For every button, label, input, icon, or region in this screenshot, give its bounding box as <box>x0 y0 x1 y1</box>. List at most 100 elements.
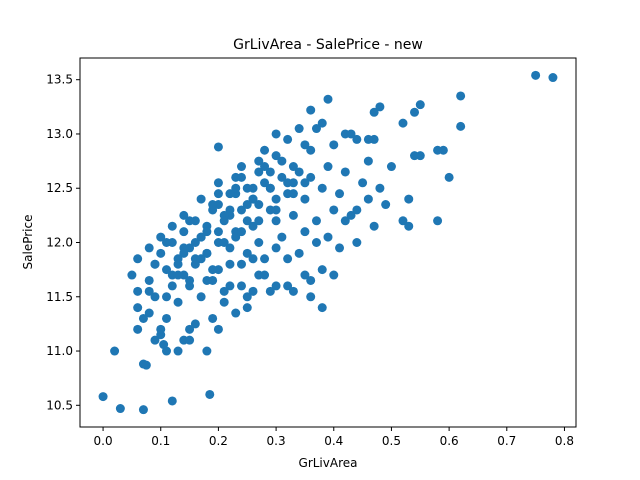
data-point <box>133 286 143 296</box>
data-point <box>260 178 270 188</box>
y-tick-label: 11.5 <box>46 290 73 304</box>
data-point <box>208 313 218 323</box>
x-tick-label: 0.6 <box>440 434 459 448</box>
data-point <box>288 286 298 296</box>
data-point <box>329 140 339 150</box>
data-point <box>213 189 223 199</box>
data-point <box>185 335 195 345</box>
data-point <box>185 275 195 285</box>
data-point <box>225 205 235 215</box>
data-point <box>433 216 443 226</box>
data-point <box>317 265 327 275</box>
data-point <box>242 216 252 226</box>
x-tick-label: 0.7 <box>497 434 516 448</box>
data-point <box>219 216 229 226</box>
data-point <box>225 281 235 291</box>
data-point <box>167 281 177 291</box>
data-point <box>277 156 287 166</box>
chart-title: GrLivArea - SalePrice - new <box>233 37 423 53</box>
data-point <box>283 134 293 144</box>
data-point <box>202 227 212 237</box>
data-point <box>213 142 223 152</box>
data-point <box>369 221 379 231</box>
data-point <box>363 194 373 204</box>
data-point <box>179 210 189 220</box>
y-tick-label: 11.0 <box>46 344 73 358</box>
data-point <box>219 238 229 247</box>
data-point <box>363 134 373 144</box>
data-point <box>300 140 310 150</box>
data-point <box>265 286 275 296</box>
y-axis-label: SalePrice <box>21 215 35 270</box>
data-point <box>213 324 223 334</box>
data-point <box>254 216 264 226</box>
data-point <box>300 194 310 204</box>
y-tick-label: 10.5 <box>46 398 73 412</box>
data-point <box>202 346 212 356</box>
data-point <box>311 238 321 247</box>
data-point <box>260 145 270 155</box>
data-point <box>242 248 252 258</box>
data-point <box>363 156 373 166</box>
data-point <box>110 346 120 356</box>
data-point <box>162 238 172 247</box>
data-point <box>150 259 160 269</box>
data-point <box>242 292 252 302</box>
data-point <box>288 189 298 199</box>
data-point <box>531 70 541 80</box>
data-point <box>248 194 258 204</box>
data-point <box>288 210 298 220</box>
x-tick-label: 0.1 <box>151 434 170 448</box>
data-point <box>254 238 264 247</box>
data-point <box>162 346 172 356</box>
data-point <box>329 205 339 215</box>
data-point <box>208 200 218 210</box>
data-point <box>236 281 246 291</box>
data-point <box>196 292 206 302</box>
data-point <box>433 145 443 155</box>
y-axis-ticks: 10.5 11.0 11.5 12.0 12.5 13.0 13.5 <box>46 73 80 412</box>
data-point <box>190 238 200 247</box>
data-point <box>225 259 235 269</box>
data-point <box>185 216 195 226</box>
data-point <box>133 303 143 313</box>
data-point <box>236 172 246 182</box>
data-point <box>277 172 287 182</box>
data-point <box>167 221 177 231</box>
data-point <box>335 243 345 253</box>
data-point <box>156 324 166 334</box>
data-point <box>306 172 316 182</box>
x-tick-label: 0.4 <box>324 434 343 448</box>
data-point <box>196 194 206 204</box>
data-point <box>340 167 350 177</box>
data-point <box>369 107 379 117</box>
data-point <box>156 248 166 258</box>
data-point <box>179 227 189 237</box>
data-point <box>133 324 143 334</box>
data-point <box>167 396 177 406</box>
y-tick-label: 13.5 <box>46 73 73 87</box>
data-point <box>225 189 235 199</box>
data-point <box>231 232 241 242</box>
x-tick-label: 0.3 <box>267 434 286 448</box>
x-tick-label: 0.5 <box>382 434 401 448</box>
data-point <box>335 189 345 199</box>
data-point <box>415 100 425 110</box>
data-point <box>283 254 293 264</box>
data-point <box>219 297 229 307</box>
data-point <box>231 183 241 193</box>
data-point <box>306 292 316 302</box>
data-point <box>242 183 252 193</box>
data-point <box>138 313 148 323</box>
data-point <box>311 124 321 134</box>
data-point <box>260 254 270 264</box>
data-point <box>173 259 183 269</box>
data-point <box>173 297 183 307</box>
data-point <box>386 162 396 172</box>
data-point <box>404 194 414 204</box>
y-tick-label: 12.0 <box>46 236 73 250</box>
data-point <box>294 248 304 258</box>
data-point <box>248 254 258 264</box>
data-point <box>358 178 368 188</box>
